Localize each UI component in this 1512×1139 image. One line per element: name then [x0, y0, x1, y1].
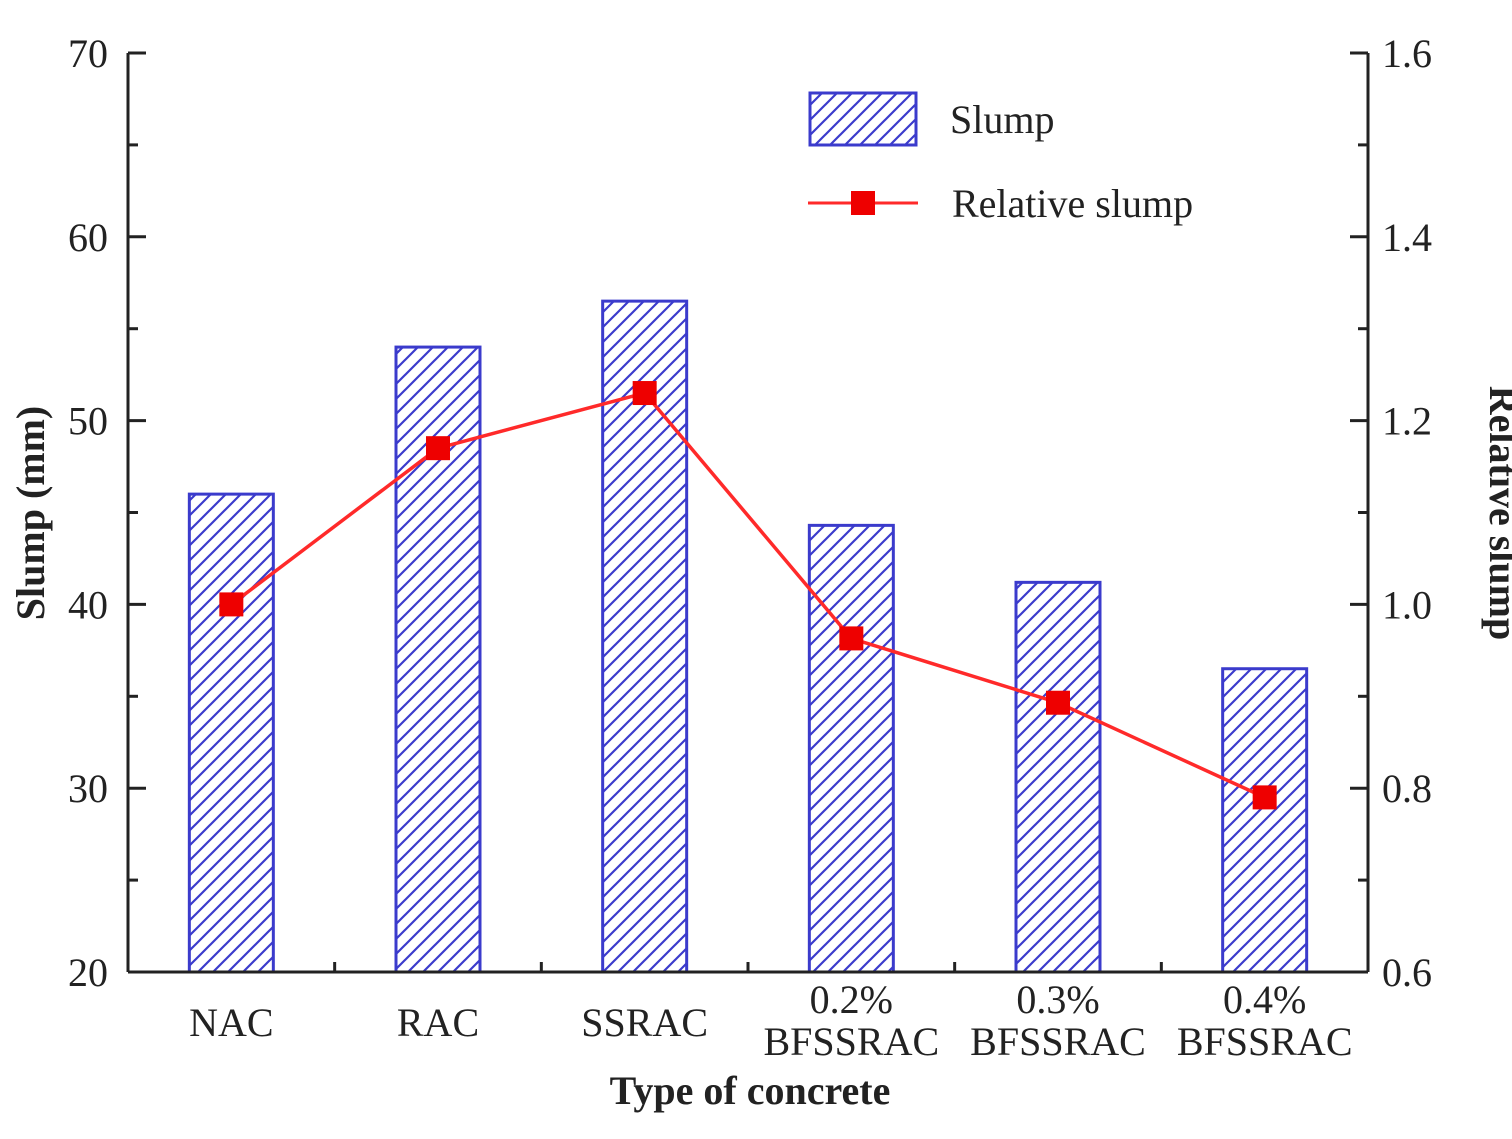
relative-slump-marker — [1252, 785, 1277, 810]
relative-slump-line-layer — [219, 381, 1277, 810]
y-tick-label: 40 — [68, 582, 108, 627]
x-category-label-line: BFSSRAC — [1177, 1019, 1353, 1064]
x-category-label-line: NAC — [189, 1000, 273, 1045]
y-tick-label: 60 — [68, 215, 108, 260]
x-category-label: NAC — [189, 1000, 273, 1045]
slump-bar — [1221, 667, 1309, 974]
y2-tick-label: 1.6 — [1382, 31, 1432, 76]
x-category-label-line: SSRAC — [581, 1000, 708, 1045]
y2-tick-label: 1.0 — [1382, 582, 1432, 627]
x-category-label: 0.2% BFSSRAC — [763, 977, 939, 1064]
y-tick-label: 30 — [68, 766, 108, 811]
legend-relative-slump-label: Relative slump — [952, 181, 1193, 226]
relative-slump-marker — [219, 592, 244, 617]
y-tick-label: 70 — [68, 31, 108, 76]
slump-bar — [187, 492, 275, 974]
relative-slump-marker — [632, 381, 657, 406]
relative-slump-marker — [426, 436, 450, 461]
y2-tick-label: 1.4 — [1382, 215, 1432, 260]
y2-axis-title: Relative slump — [1481, 386, 1512, 640]
slump-bar — [1014, 580, 1102, 974]
legend-slump-label: Slump — [950, 97, 1054, 142]
legend-relative-slump-marker — [851, 191, 875, 215]
y-tick-label: 20 — [68, 950, 108, 995]
x-category-label-line: 0.2% — [810, 977, 893, 1022]
x-category-label: SSRAC — [581, 1000, 708, 1045]
x-category-label: RAC — [397, 1000, 479, 1045]
relative-slump-line — [230, 391, 1266, 799]
x-category-label-line: BFSSRAC — [970, 1019, 1146, 1064]
legend: Slump Relative slump — [808, 91, 1193, 226]
slump-bar — [601, 299, 689, 974]
bars-layer — [187, 299, 1309, 974]
x-category-label: 0.3% BFSSRAC — [970, 977, 1146, 1064]
ticks-layer: 20 30 40 50 60 70 0.6 0.8 1.0 1.2 1.4 1.6 NAC RAC SSRA… — [68, 31, 1432, 1064]
y-tick-label: 50 — [68, 399, 108, 444]
y2-tick-label: 0.8 — [1382, 766, 1432, 811]
slump-bar — [807, 523, 895, 974]
relative-slump-marker — [1046, 690, 1070, 715]
relative-slump-marker — [839, 626, 864, 651]
y-axis-title: Slump (mm) — [8, 406, 53, 620]
x-axis-title: Type of concrete — [610, 1068, 891, 1113]
x-category-label: 0.4% BFSSRAC — [1177, 977, 1353, 1064]
x-category-label-line: 0.4% — [1223, 977, 1306, 1022]
x-category-label-line: BFSSRAC — [763, 1019, 939, 1064]
y2-tick-label: 0.6 — [1382, 950, 1432, 995]
y2-tick-label: 1.2 — [1382, 399, 1432, 444]
x-category-label-line: 0.3% — [1016, 977, 1099, 1022]
x-category-label-line: RAC — [397, 1000, 479, 1045]
legend-slump-swatch — [808, 91, 918, 147]
